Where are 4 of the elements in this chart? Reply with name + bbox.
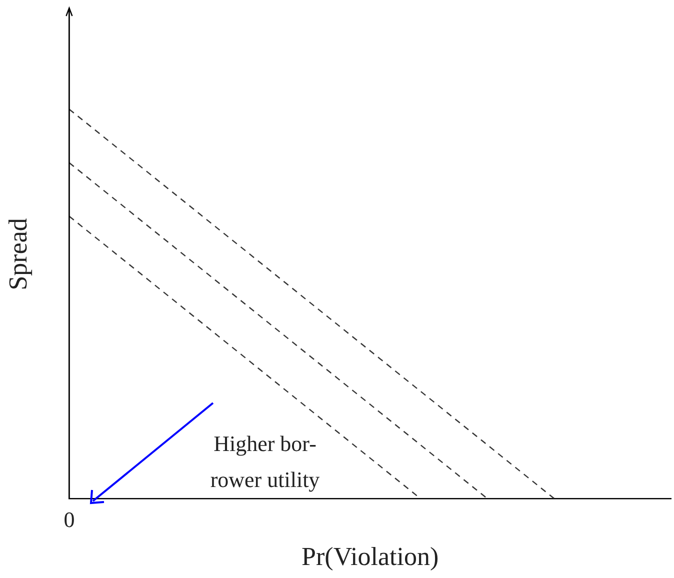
annotation: Higher bor- rower utility bbox=[210, 430, 320, 492]
y-axis-title: Spread bbox=[3, 218, 32, 290]
x-axis-title: Pr(Violation) bbox=[302, 542, 439, 572]
text: 0 bbox=[64, 507, 75, 532]
